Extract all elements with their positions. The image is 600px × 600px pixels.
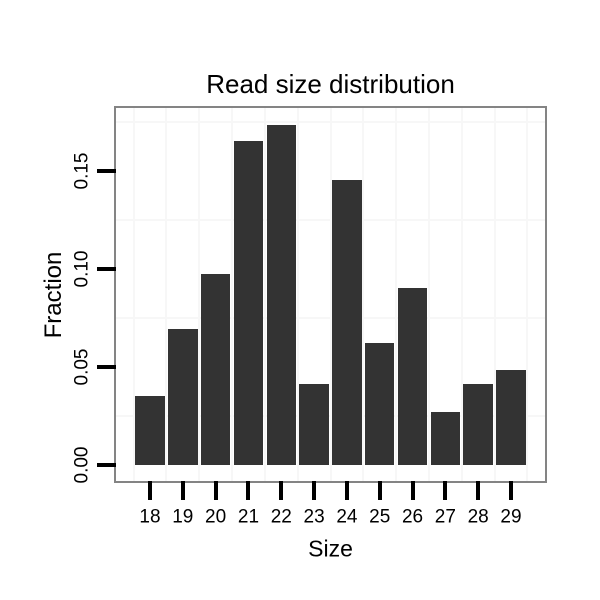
chart-title: Read size distribution (206, 69, 455, 99)
bar-size-27 (430, 411, 461, 465)
x-axis-tick (148, 481, 152, 500)
minor-gridline-vertical (296, 108, 299, 481)
x-axis-tick (279, 481, 284, 500)
x-tick-label: 21 (237, 506, 260, 528)
x-axis-tick (213, 481, 218, 500)
x-tick-label: 23 (303, 506, 325, 528)
x-axis-tick (509, 481, 513, 500)
minor-gridline-vertical (165, 108, 168, 481)
x-axis-tick (180, 481, 185, 500)
x-axis-tick (344, 481, 349, 500)
x-axis-tick (476, 481, 481, 500)
minor-gridline-vertical (526, 108, 529, 481)
bar-size-26 (397, 288, 428, 465)
x-axis-title: Size (308, 535, 353, 562)
x-axis-tick (377, 481, 382, 500)
minor-gridline-vertical (427, 108, 430, 481)
y-tick-label: 0.15 (71, 152, 93, 190)
x-tick-label: 18 (139, 506, 161, 528)
bar-size-25 (364, 343, 395, 465)
minor-gridline-vertical (198, 108, 201, 481)
bar-size-22 (266, 125, 297, 465)
bar-size-29 (496, 370, 526, 465)
x-tick-label: 26 (401, 506, 424, 528)
x-tick-label: 19 (172, 506, 194, 528)
bar-size-23 (299, 384, 329, 465)
minor-gridline-vertical (395, 108, 398, 481)
x-tick-label: 29 (500, 506, 522, 528)
y-tick-label: 0.10 (71, 250, 93, 288)
x-tick-label: 27 (434, 506, 456, 528)
minor-gridline-vertical (493, 108, 496, 481)
x-tick-label: 24 (336, 506, 358, 528)
y-axis-tick (97, 266, 116, 271)
y-tick-label: 0.00 (71, 446, 93, 484)
y-axis-tick (97, 364, 116, 369)
minor-gridline-vertical (263, 108, 266, 481)
plot-panel (116, 108, 545, 481)
bar-size-21 (233, 141, 264, 465)
bar-size-20 (200, 274, 231, 465)
minor-gridline-vertical (231, 108, 234, 481)
x-axis-tick (312, 481, 317, 500)
x-axis-tick (443, 481, 448, 500)
minor-gridline-vertical (132, 108, 135, 481)
y-axis-title: Fraction (40, 251, 67, 338)
x-tick-label: 28 (467, 506, 489, 528)
x-tick-label: 22 (270, 506, 292, 528)
x-tick-label: 25 (369, 506, 391, 528)
x-tick-label: 20 (205, 506, 227, 528)
minor-gridline-vertical (460, 108, 463, 481)
bar-size-24 (332, 180, 362, 465)
bar-size-19 (168, 329, 198, 465)
y-axis-tick (97, 168, 116, 173)
x-axis-tick (246, 481, 251, 500)
minor-gridline-vertical (329, 108, 332, 481)
bar-size-28 (463, 384, 493, 465)
x-axis-tick (410, 481, 415, 500)
y-axis-tick (97, 462, 116, 467)
bar-size-18 (135, 395, 165, 465)
minor-gridline-vertical (362, 108, 365, 481)
y-tick-label: 0.05 (71, 348, 93, 386)
